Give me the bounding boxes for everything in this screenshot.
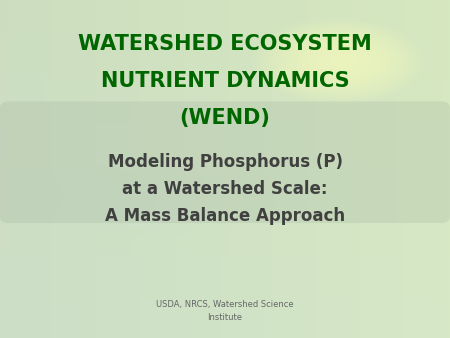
- FancyBboxPatch shape: [0, 101, 450, 223]
- Text: A Mass Balance Approach: A Mass Balance Approach: [105, 207, 345, 225]
- Text: NUTRIENT DYNAMICS: NUTRIENT DYNAMICS: [101, 71, 349, 91]
- Text: WATERSHED ECOSYSTEM: WATERSHED ECOSYSTEM: [78, 34, 372, 54]
- Text: Modeling Phosphorus (P): Modeling Phosphorus (P): [108, 153, 342, 171]
- Text: at a Watershed Scale:: at a Watershed Scale:: [122, 180, 328, 198]
- Text: USDA, NRCS, Watershed Science: USDA, NRCS, Watershed Science: [156, 300, 294, 309]
- Text: (WEND): (WEND): [180, 108, 270, 128]
- Text: Institute: Institute: [207, 313, 243, 322]
